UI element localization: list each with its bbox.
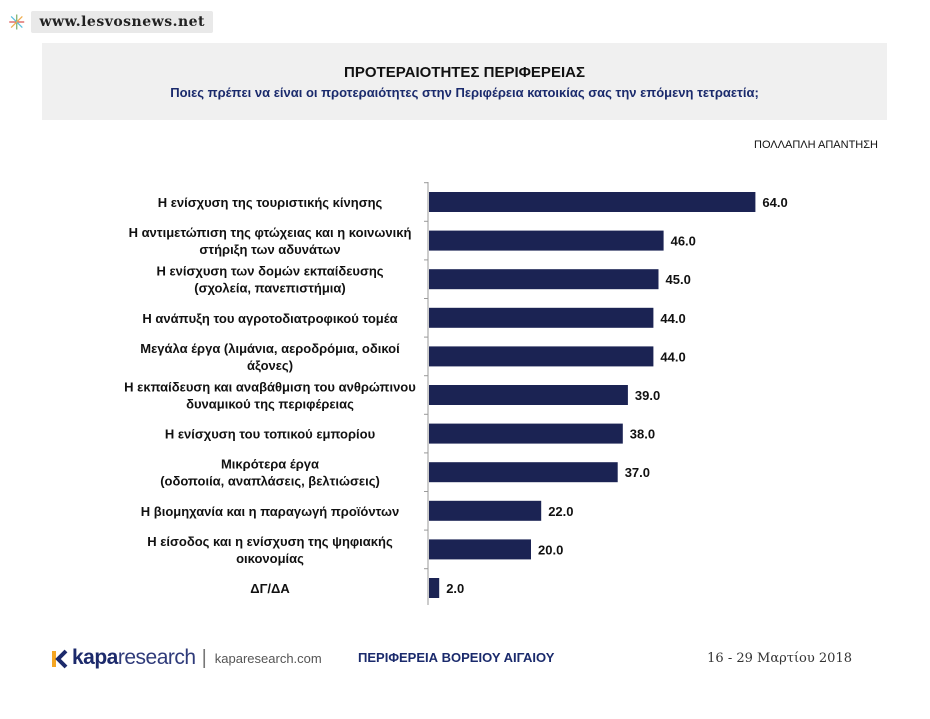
lesvosnews-logo-icon [9,14,25,30]
category-label: Η βιομηχανία και η παραγωγή προϊόντων [141,504,399,519]
data-label: 38.0 [630,427,655,442]
data-label: 39.0 [635,388,660,403]
kapa-url: kaparesearch.com [214,650,322,666]
bar [429,500,542,521]
bar [429,423,623,444]
bar [429,462,618,483]
multiple-answer-note: ΠΟΛΛΑΠΛΗ ΑΠΑΝΤΗΣΗ [754,139,878,151]
kapa-logo-icon [52,649,68,669]
data-label: 44.0 [660,311,685,326]
bar [429,230,664,251]
bar [429,307,654,328]
category-label: Η αντιμετώπιση της φτώχειας και η κοινων… [129,225,412,257]
footer-region: ΠΕΡΙΦΕΡΕΙΑ ΒΟΡΕΙΟΥ ΑΙΓΑΙΟΥ [358,650,555,665]
bar [429,269,659,290]
kapa-logo: kaparesearch | kaparesearch.com [52,645,322,671]
bar [429,385,628,405]
data-label: 22.0 [548,504,573,519]
title-box: ΠΡΟΤΕΡΑΙΟΤΗΤΕΣ ΠΕΡΙΦΕΡΕΙΑΣ Ποιες πρέπει … [42,43,887,120]
chart-subtitle: Ποιες πρέπει να είναι οι προτεραιότητες … [170,85,759,100]
data-label: 37.0 [625,465,650,480]
footer-date: 16 - 29 Μαρτίου 2018 [707,651,852,666]
bar [429,539,531,560]
chart-title: ΠΡΟΤΕΡΑΙΟΤΗΤΕΣ ΠΕΡΙΦΕΡΕΙΑΣ [344,64,585,81]
data-label: 64.0 [762,195,787,210]
bar [429,192,756,212]
bar [429,346,654,367]
data-label: 46.0 [671,234,696,249]
category-label: Η ανάπυξη του αγροτοδιατροφικού τομέα [142,311,397,326]
watermark: www.lesvosnews.net [8,8,213,36]
data-label: 2.0 [446,581,464,596]
category-label: Μεγάλα έργα (λιμάνια, αεροδρόμια, οδικοί… [140,341,400,373]
data-label: 45.0 [666,272,691,287]
kapa-brand-text: kaparesearch [72,646,196,670]
data-label: 44.0 [660,349,685,364]
bar [429,578,440,598]
category-label: Η ενίσχυση των δομών εκπαίδευσης (σχολεία… [156,264,383,296]
category-label: Μικρότερα έργα (οδοποιία, αναπλάσεις, βελ… [160,457,380,489]
category-label: ΔΓ/ΔΑ [250,581,290,596]
watermark-text: www.lesvosnews.net [31,11,213,33]
footer-separator: | [201,646,207,669]
kapa-brand-bold: kapa [72,646,118,669]
category-label: Η ενίσχυση της τουριστικής κίνησης [158,195,383,210]
kapa-brand-rest: research [117,646,196,669]
category-label: Η εκπαίδευση και αναβάθμιση του ανθρώπιν… [124,380,416,412]
data-label: 20.0 [538,542,563,557]
category-label: Η ενίσχυση του τοπικού εμπορίου [165,427,376,442]
category-label: Η είσοδος και η ενίσχυση της ψηφιακής οικ… [147,534,393,566]
